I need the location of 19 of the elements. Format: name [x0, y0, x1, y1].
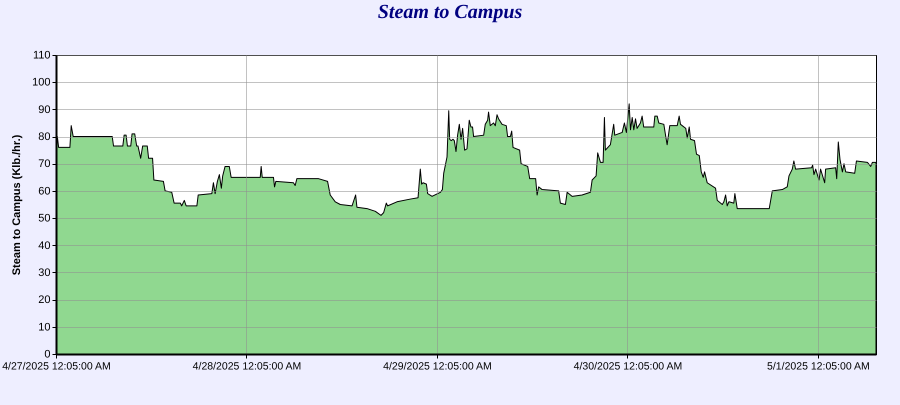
y-axis-title: Steam to Campus (Klb./hr.): [11, 134, 24, 276]
x-tick-label: 4/28/2025 12:05:00 AM: [192, 360, 302, 372]
x-tick-label: 4/30/2025 12:05:00 AM: [574, 360, 682, 372]
x-tick-label: 4/29/2025 12:05:00 AM: [383, 360, 492, 372]
x-tick-label: 4/27/2025 12:05:00 AM: [2, 360, 111, 372]
y-tick-label: 40: [38, 240, 50, 252]
y-tick-label: 0: [44, 348, 50, 360]
y-tick-label: 80: [38, 131, 50, 144]
y-tick-label: 60: [38, 185, 50, 198]
y-tick-label: 90: [38, 104, 50, 116]
chart-title: Steam to Campus: [378, 1, 522, 23]
y-tick-label: 20: [38, 294, 50, 306]
y-tick-label: 110: [32, 50, 50, 62]
x-tick-label: 5/1/2025 12:05:00 AM: [767, 360, 870, 372]
y-tick-label: 100: [32, 76, 50, 89]
y-tick-label: 50: [38, 212, 50, 225]
y-tick-label: 70: [38, 158, 50, 170]
y-tick-label: 30: [38, 266, 50, 279]
y-tick-label: 10: [38, 321, 50, 334]
